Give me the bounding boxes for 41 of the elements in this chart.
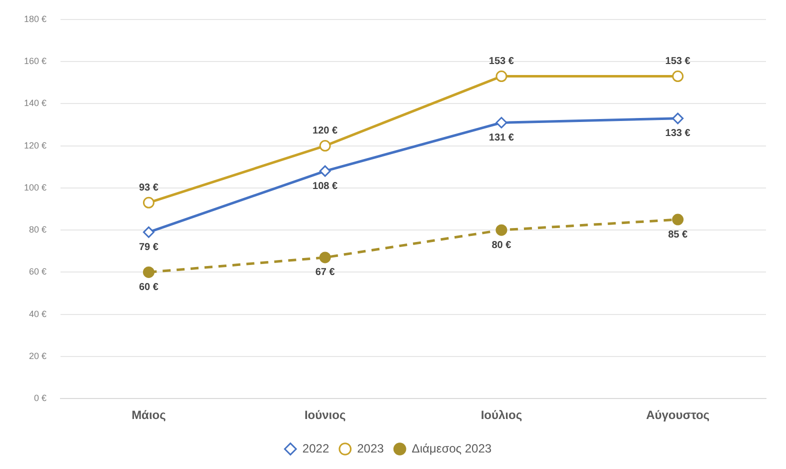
data-label: 131 € (488, 132, 514, 144)
y-tick-label: 60 € (28, 266, 47, 277)
y-tick-label: 80 € (28, 224, 47, 235)
data-label: 67 € (315, 267, 336, 278)
point (672, 112, 684, 124)
legend-label: Διάμεσος 2023 (412, 441, 492, 456)
point (672, 70, 684, 82)
data-label: 108 € (312, 180, 338, 192)
point (496, 70, 508, 82)
y-tick-label: 120 € (24, 140, 47, 150)
point (142, 196, 154, 208)
y-tick-label: 180 € (24, 14, 47, 24)
y-tick-label: 100 € (24, 182, 47, 192)
data-label: 133 € (665, 128, 691, 140)
y-tick-label: 20 € (28, 350, 47, 361)
legend-label: 2023 (357, 441, 384, 456)
legend-label: 2022 (302, 441, 330, 456)
data-label: 153 € (665, 56, 691, 68)
x-tick-label: Μάιος (132, 408, 166, 422)
point (672, 214, 684, 226)
point (319, 165, 331, 177)
y-tick-label: 40 € (28, 308, 47, 319)
point (496, 116, 508, 128)
point (142, 226, 154, 238)
point (496, 224, 508, 236)
data-label: 85 € (668, 229, 688, 240)
data-label: 79 € (138, 242, 159, 253)
data-label: 153 € (488, 56, 514, 68)
data-label: 120 € (312, 126, 338, 137)
x-tick-label: Ιούλιος (480, 408, 522, 422)
y-tick-label: 140 € (24, 98, 47, 108)
x-tick-label: Αύγουστος (646, 408, 710, 422)
data-label: 93 € (138, 182, 159, 194)
y-tick-label: 0 € (34, 393, 47, 404)
point (319, 140, 331, 152)
x-tick-label: Ιούνιος (304, 408, 346, 422)
point (319, 252, 331, 264)
point (142, 266, 154, 278)
data-label: 80 € (492, 240, 512, 251)
y-tick-label: 160 € (24, 56, 47, 66)
data-label: 60 € (138, 282, 159, 293)
